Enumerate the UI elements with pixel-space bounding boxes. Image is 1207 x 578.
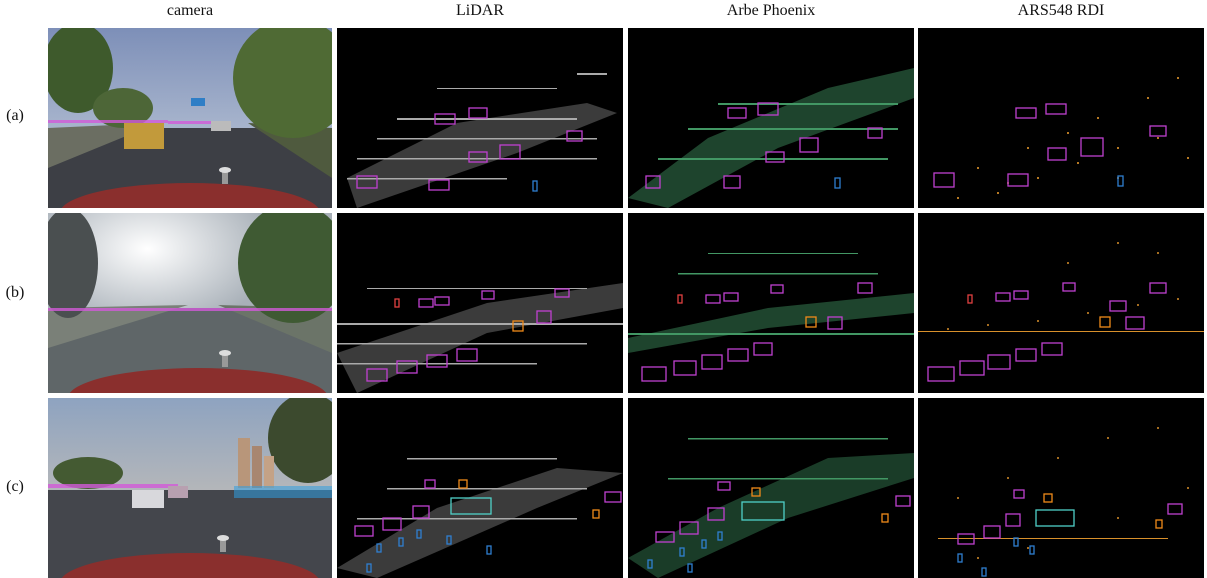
ars-pointcloud-a <box>918 28 1204 208</box>
camera-image-a <box>48 28 332 208</box>
arbe-pointcloud-c <box>628 398 914 578</box>
row-label-b: (b) <box>5 284 25 301</box>
lidar-pointcloud-b <box>337 213 623 393</box>
camera-image-c <box>48 398 332 578</box>
column-header-arbe: Arbe Phoenix <box>726 2 816 19</box>
arbe-pointcloud-a <box>628 28 914 208</box>
column-header-camera: camera <box>166 2 214 19</box>
camera-image-b <box>48 213 332 393</box>
row-label-a: (a) <box>6 107 24 124</box>
ars-pointcloud-c <box>918 398 1204 578</box>
arbe-pointcloud-b <box>628 213 914 393</box>
lidar-pointcloud-a <box>337 28 623 208</box>
lidar-pointcloud-c <box>337 398 623 578</box>
column-header-lidar: LiDAR <box>456 2 504 19</box>
column-header-ars: ARS548 RDI <box>1017 2 1105 19</box>
row-label-c: (c) <box>6 478 24 495</box>
ars-pointcloud-b <box>918 213 1204 393</box>
